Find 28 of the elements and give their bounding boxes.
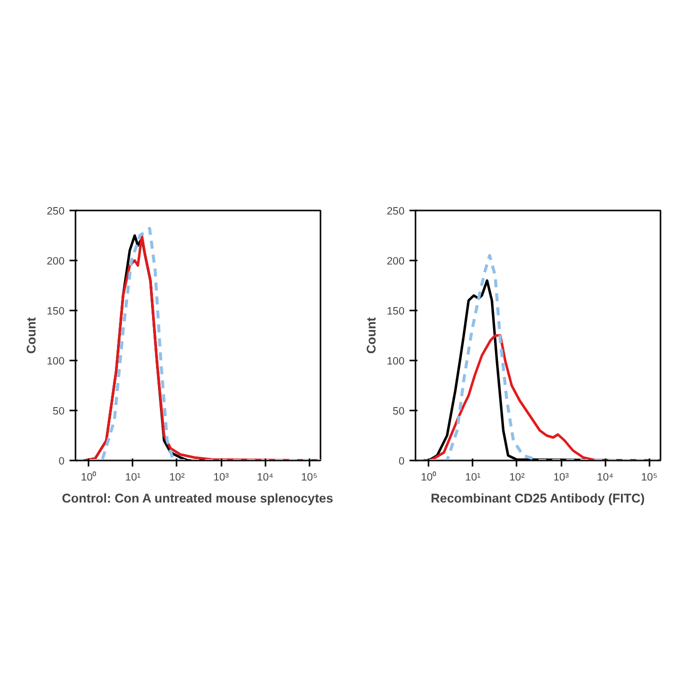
y-axis-title: Count — [364, 316, 379, 354]
y-tick-label: 100 — [386, 356, 405, 368]
x-tick-label: 10³ — [213, 472, 230, 484]
y-axis-title: Count — [24, 316, 39, 354]
x-tick-label: 10³ — [553, 472, 570, 484]
y-tick-label: 200 — [46, 256, 65, 268]
x-tick-label: 10¹ — [125, 472, 142, 484]
x-tick-label: 10⁴ — [256, 472, 274, 484]
x-tick-label: 10² — [169, 472, 186, 484]
y-tick-label: 250 — [46, 206, 65, 218]
y-tick-label: 250 — [386, 206, 405, 218]
y-tick-label: 150 — [386, 306, 405, 318]
x-tick-label: 10² — [509, 472, 526, 484]
y-tick-label: 100 — [46, 356, 65, 368]
x-tick-label: 10⁰ — [80, 470, 97, 484]
y-tick-label: 0 — [398, 456, 405, 468]
x-tick-label: 10⁰ — [420, 470, 437, 484]
x-tick-label: 10⁵ — [641, 472, 658, 484]
y-tick-label: 50 — [392, 406, 405, 418]
y-tick-label: 150 — [46, 306, 65, 318]
x-tick-label: 10⁴ — [596, 472, 614, 484]
x-tick-label: 10⁵ — [301, 472, 318, 484]
y-tick-label: 200 — [386, 256, 405, 268]
x-axis-title: Control: Con A untreated mouse splenocytes — [62, 492, 334, 506]
x-tick-label: 10¹ — [465, 472, 482, 484]
x-axis-title: Recombinant CD25 Antibody (FITC) — [430, 492, 645, 506]
y-tick-label: 50 — [52, 406, 65, 418]
y-tick-label: 0 — [58, 456, 65, 468]
